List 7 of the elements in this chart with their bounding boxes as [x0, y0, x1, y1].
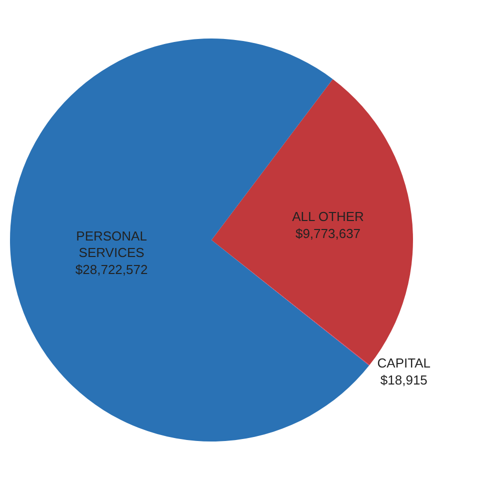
data-label: $28,722,572 [75, 262, 148, 278]
pie-slice [10, 38, 370, 442]
slice-label: CAPITAL [377, 355, 431, 370]
data-label: $18,915 [380, 372, 428, 388]
slice-label: ALL OTHER [292, 209, 364, 224]
slice-label: PERSONAL SERVICES [76, 228, 147, 260]
data-label: $9,773,637 [295, 226, 361, 241]
